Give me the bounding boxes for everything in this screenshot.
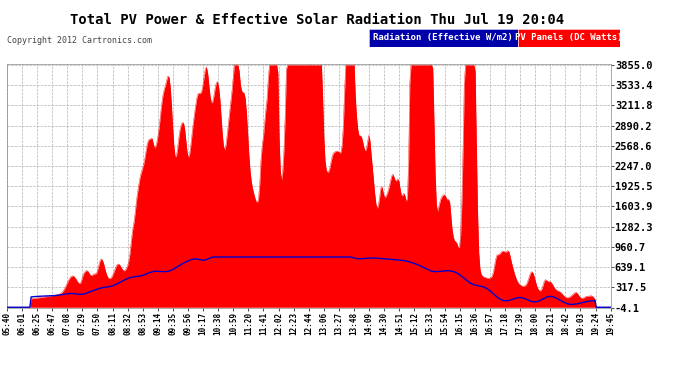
Text: PV Panels (DC Watts): PV Panels (DC Watts) <box>515 33 622 42</box>
Text: Radiation (Effective W/m2): Radiation (Effective W/m2) <box>373 33 513 42</box>
Text: Total PV Power & Effective Solar Radiation Thu Jul 19 20:04: Total PV Power & Effective Solar Radiati… <box>70 13 564 27</box>
Text: Copyright 2012 Cartronics.com: Copyright 2012 Cartronics.com <box>7 36 152 45</box>
